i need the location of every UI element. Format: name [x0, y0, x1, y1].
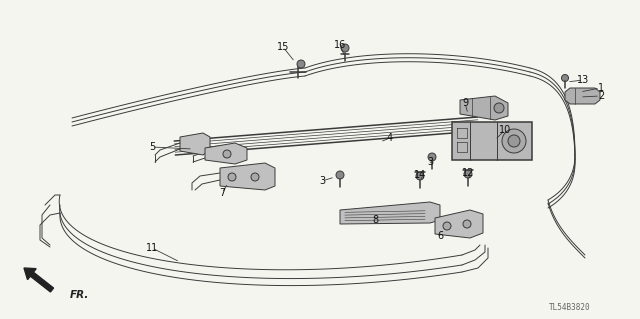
Text: 9: 9 — [462, 98, 468, 108]
Text: 7: 7 — [219, 188, 225, 198]
Circle shape — [502, 129, 526, 153]
Circle shape — [336, 171, 344, 179]
Polygon shape — [435, 210, 483, 238]
Text: FR.: FR. — [70, 290, 90, 300]
Circle shape — [464, 170, 472, 178]
Circle shape — [508, 135, 520, 147]
Circle shape — [443, 222, 451, 230]
Text: 16: 16 — [334, 40, 346, 50]
Text: 2: 2 — [598, 91, 604, 101]
Circle shape — [341, 44, 349, 52]
FancyArrow shape — [24, 268, 54, 292]
Text: 3: 3 — [427, 157, 433, 167]
Circle shape — [228, 173, 236, 181]
Circle shape — [463, 220, 471, 228]
Text: 4: 4 — [387, 133, 393, 143]
Circle shape — [223, 150, 231, 158]
Polygon shape — [205, 143, 247, 164]
Polygon shape — [220, 163, 275, 190]
Text: 1: 1 — [598, 83, 604, 93]
Polygon shape — [565, 88, 600, 104]
Circle shape — [428, 153, 436, 161]
Circle shape — [561, 75, 568, 81]
Circle shape — [494, 103, 504, 113]
Text: 8: 8 — [372, 215, 378, 225]
Text: 6: 6 — [437, 231, 443, 241]
Text: 15: 15 — [277, 42, 289, 52]
Circle shape — [251, 173, 259, 181]
Bar — [452, 122, 532, 160]
Polygon shape — [460, 96, 508, 120]
Text: 5: 5 — [149, 142, 155, 152]
Circle shape — [297, 60, 305, 68]
Text: 12: 12 — [462, 168, 474, 178]
Text: 11: 11 — [146, 243, 158, 253]
Text: TL54B3820: TL54B3820 — [549, 303, 591, 313]
Text: 3: 3 — [319, 176, 325, 186]
Text: 14: 14 — [414, 170, 426, 180]
Circle shape — [416, 172, 424, 180]
Text: 10: 10 — [499, 125, 511, 135]
Polygon shape — [180, 133, 210, 155]
Text: 13: 13 — [577, 75, 589, 85]
Polygon shape — [340, 202, 440, 224]
